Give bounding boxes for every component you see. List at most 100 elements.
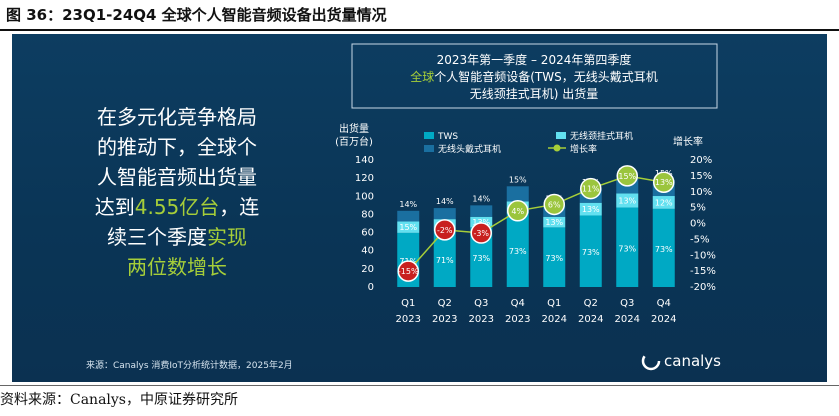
headline-line-2: 人智能音频出货量 [97,165,257,189]
headline-line-4: 续三个季度实现 [107,225,247,249]
label-head-0: 14% [399,200,417,209]
growth-dot-3 [507,200,529,222]
chart-title-line1: 2023年第一季度 – 2024年第四季度 [437,52,632,67]
y-tick-4: 80 [361,209,374,220]
y2-axis-title: 增长率 [673,135,703,148]
growth-label-2: -3% [473,229,489,238]
growth-label-3: 4% [511,207,524,216]
y-tick-6: 120 [355,173,374,184]
x-tick-year-6: 2024 [615,314,640,325]
headline: 在多元化竞争格局的推动下，全球个人智能音频出货量达到4.55亿台，连续三个季度实… [95,105,260,279]
legend-swatch-head [424,145,434,152]
headline-line-0: 在多元化竞争格局 [97,105,257,129]
bar-neck-2 [470,216,493,228]
figure-title: 图 36：23Q1-24Q4 全球个人智能音频设备出货量情况 [6,6,387,24]
x-tick-year-2: 2023 [469,314,494,325]
legend-label-head: 无线头戴式耳机 [438,143,501,155]
y2-tick-7: -15% [690,266,716,277]
y2-tick-2: 10% [690,187,712,198]
headline-seg-1-0: 的推动下，全球个 [97,135,257,159]
growth-label-1: -2% [437,226,453,235]
legend-label-growth: 增长率 [570,143,597,155]
bar-neck-7 [652,196,675,209]
y-tick-5: 100 [355,191,374,202]
bar-tws-3 [506,213,529,287]
label-tws-1: 71% [436,256,454,265]
x-tick-q-6: Q3 [620,298,634,309]
y2-tick-4: 0% [690,219,706,230]
headline-seg-3-1: 4.55亿台 [135,195,220,219]
source-line: 资料来源：Canalys，中原证券研究所 [0,392,238,408]
legend-label-tws: TWS [437,132,458,142]
label-tws-6: 73% [618,244,636,253]
growth-dot-0 [397,260,419,282]
y-tick-7: 140 [355,155,374,166]
bar-tws-4 [543,227,566,287]
growth-label-7: 13% [655,178,673,187]
x-tick-q-1: Q2 [438,298,452,309]
legend-label-neck: 无线颈挂式耳机 [570,130,633,142]
growth-label-6: 15% [618,172,636,181]
y2-tick-3: 5% [690,203,706,214]
label-neck-4: 13% [545,218,563,227]
x-tick-q-7: Q4 [657,298,671,309]
headline-seg-3-0: 达到 [95,195,135,219]
growth-dot-7 [653,171,675,193]
y2-tick-8: -20% [690,282,716,293]
chart-title-rest: 个人智能音频设备(TWS，无线头戴式耳机 [434,69,658,84]
legend-swatch-tws [424,132,434,139]
bar-head-2 [470,205,493,217]
label-tws-4: 73% [545,254,563,263]
growth-dot-5 [580,177,602,200]
x-tick-year-3: 2023 [505,314,530,325]
y2-tick-5: -5% [690,234,709,245]
y2-tick-1: 15% [690,171,712,182]
label-neck-7: 12% [655,198,673,207]
bar-neck-4 [543,216,566,228]
headline-seg-4-0: 续三个季度 [107,225,207,249]
label-tws-7: 73% [655,245,673,254]
x-tick-q-2: Q3 [474,298,488,309]
title-rule [0,29,839,31]
chart-title-line3: 无线颈挂式耳机) 出货量 [470,86,599,101]
y2-tick-6: -10% [690,250,716,261]
label-tws-3: 73% [509,247,527,256]
growth-dot-1 [434,219,456,241]
bar-neck-5 [579,202,602,216]
bar-head-1 [433,208,456,220]
y-tick-2: 40 [361,246,374,257]
headline-line-1: 的推动下，全球个 [97,135,257,159]
y-axis-title-2: (百万台) [335,135,373,148]
bar-tws-6 [616,207,639,287]
y-tick-0: 0 [368,282,374,293]
logo-text: canalys [664,352,721,370]
bar-head-0 [397,210,420,222]
x-tick-q-5: Q2 [584,298,598,309]
headline-seg-3-2: ，连 [219,195,259,219]
x-tick-year-4: 2024 [542,314,567,325]
plot-area: 0 20 40 60 80 100 120 140 20% 15% 10% 5% 0% -5% -10% -1… [355,155,716,325]
bar-neck-6 [616,193,639,208]
label-neck-5: 13% [582,205,600,214]
logo-icon [641,351,661,371]
label-neck-0: 15% [399,223,417,232]
bar-head-3 [506,186,529,202]
canalys-logo: canalys [641,351,721,371]
legend: TWS 无线颈挂式耳机 无线头戴式耳机 增长率 [424,130,633,155]
chart-title-box [351,43,718,109]
headline-seg-2-0: 人智能音频出货量 [97,165,257,189]
panel-svg: 在多元化竞争格局的推动下，全球个人智能音频出货量达到4.55亿台，连续三个季度实… [86,43,721,371]
chart-title-line2: 全球个人智能音频设备(TWS，无线头戴式耳机 [410,69,658,84]
y-axis-title-1: 出货量 [339,122,369,135]
bar-neck-0 [397,221,420,233]
y2-tick-0: 20% [690,155,712,166]
x-tick-year-1: 2023 [432,314,457,325]
x-tick-q-4: Q1 [547,298,561,309]
growth-dot-4 [543,193,565,216]
chart-title-hl: 全球 [410,69,434,84]
legend-dot-growth [553,144,561,152]
bar-tws-2 [470,227,493,287]
headline-line-5: 两位数增长 [127,255,227,279]
bar-tws-1 [433,230,456,287]
headline-seg-5-0: 两位数增长 [127,255,227,279]
